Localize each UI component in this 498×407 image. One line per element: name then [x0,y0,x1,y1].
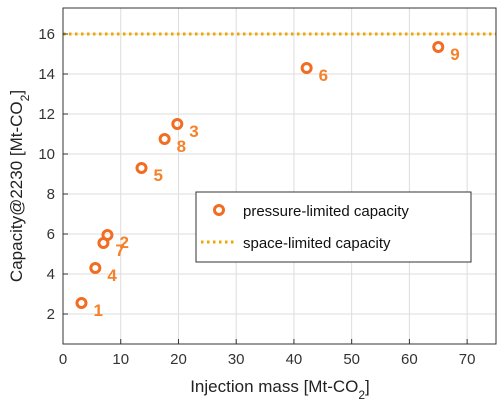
x-tick-label: 30 [228,351,245,368]
y-axis-ticks: 2 4 6 8 10 12 14 16 [38,26,68,323]
x-tick-label: 60 [401,351,418,368]
data-point-9 [432,41,445,53]
y-tick-label: 2 [47,306,55,323]
x-tick-label: 40 [286,351,303,368]
point-label-5: 5 [154,166,163,185]
y-tick-label: 16 [38,26,55,43]
legend: pressure-limited capacity space-limited … [195,191,472,263]
data-point-8 [158,133,171,145]
point-label-2: 2 [119,233,128,252]
x-tick-label: 20 [170,351,187,368]
x-tick-label: 50 [343,351,360,368]
point-label-3: 3 [189,122,198,141]
plot-frame [62,7,497,345]
legend-label-pressure: pressure-limited capacity [243,203,409,220]
x-axis-ticks: 0 10 20 30 40 50 60 70 [59,339,476,368]
y-tick-label: 8 [47,186,55,203]
y-axis-title: Capacity@2230 [Mt-CO2] [7,90,32,282]
point-label-9: 9 [450,45,459,64]
x-tick-label: 0 [59,351,67,368]
y-tick-label: 4 [47,266,55,283]
point-label-8: 8 [177,137,186,156]
data-point-1 [75,297,88,309]
x-tick-label: 70 [459,351,476,368]
point-label-6: 6 [319,66,328,85]
point-label-1: 1 [93,301,102,320]
data-points: 1 2 3 4 5 6 7 8 9 [75,41,460,320]
y-tick-label: 12 [38,106,55,123]
legend-box [195,191,472,263]
legend-circle-marker-icon [213,204,225,216]
y-tick-label: 10 [38,146,55,163]
y-tick-label: 6 [47,226,55,243]
data-point-4 [89,262,102,274]
y-tick-label: 14 [38,66,55,83]
data-point-5 [135,162,148,174]
data-point-6 [300,62,313,74]
data-point-7 [97,237,110,249]
data-point-3 [171,118,184,130]
grid [62,8,496,344]
point-label-4: 4 [107,266,117,285]
x-axis-title: Injection mass [Mt-CO2] [190,377,370,402]
x-tick-label: 10 [112,351,129,368]
point-label-7: 7 [115,241,124,260]
legend-label-space: space-limited capacity [243,235,391,252]
